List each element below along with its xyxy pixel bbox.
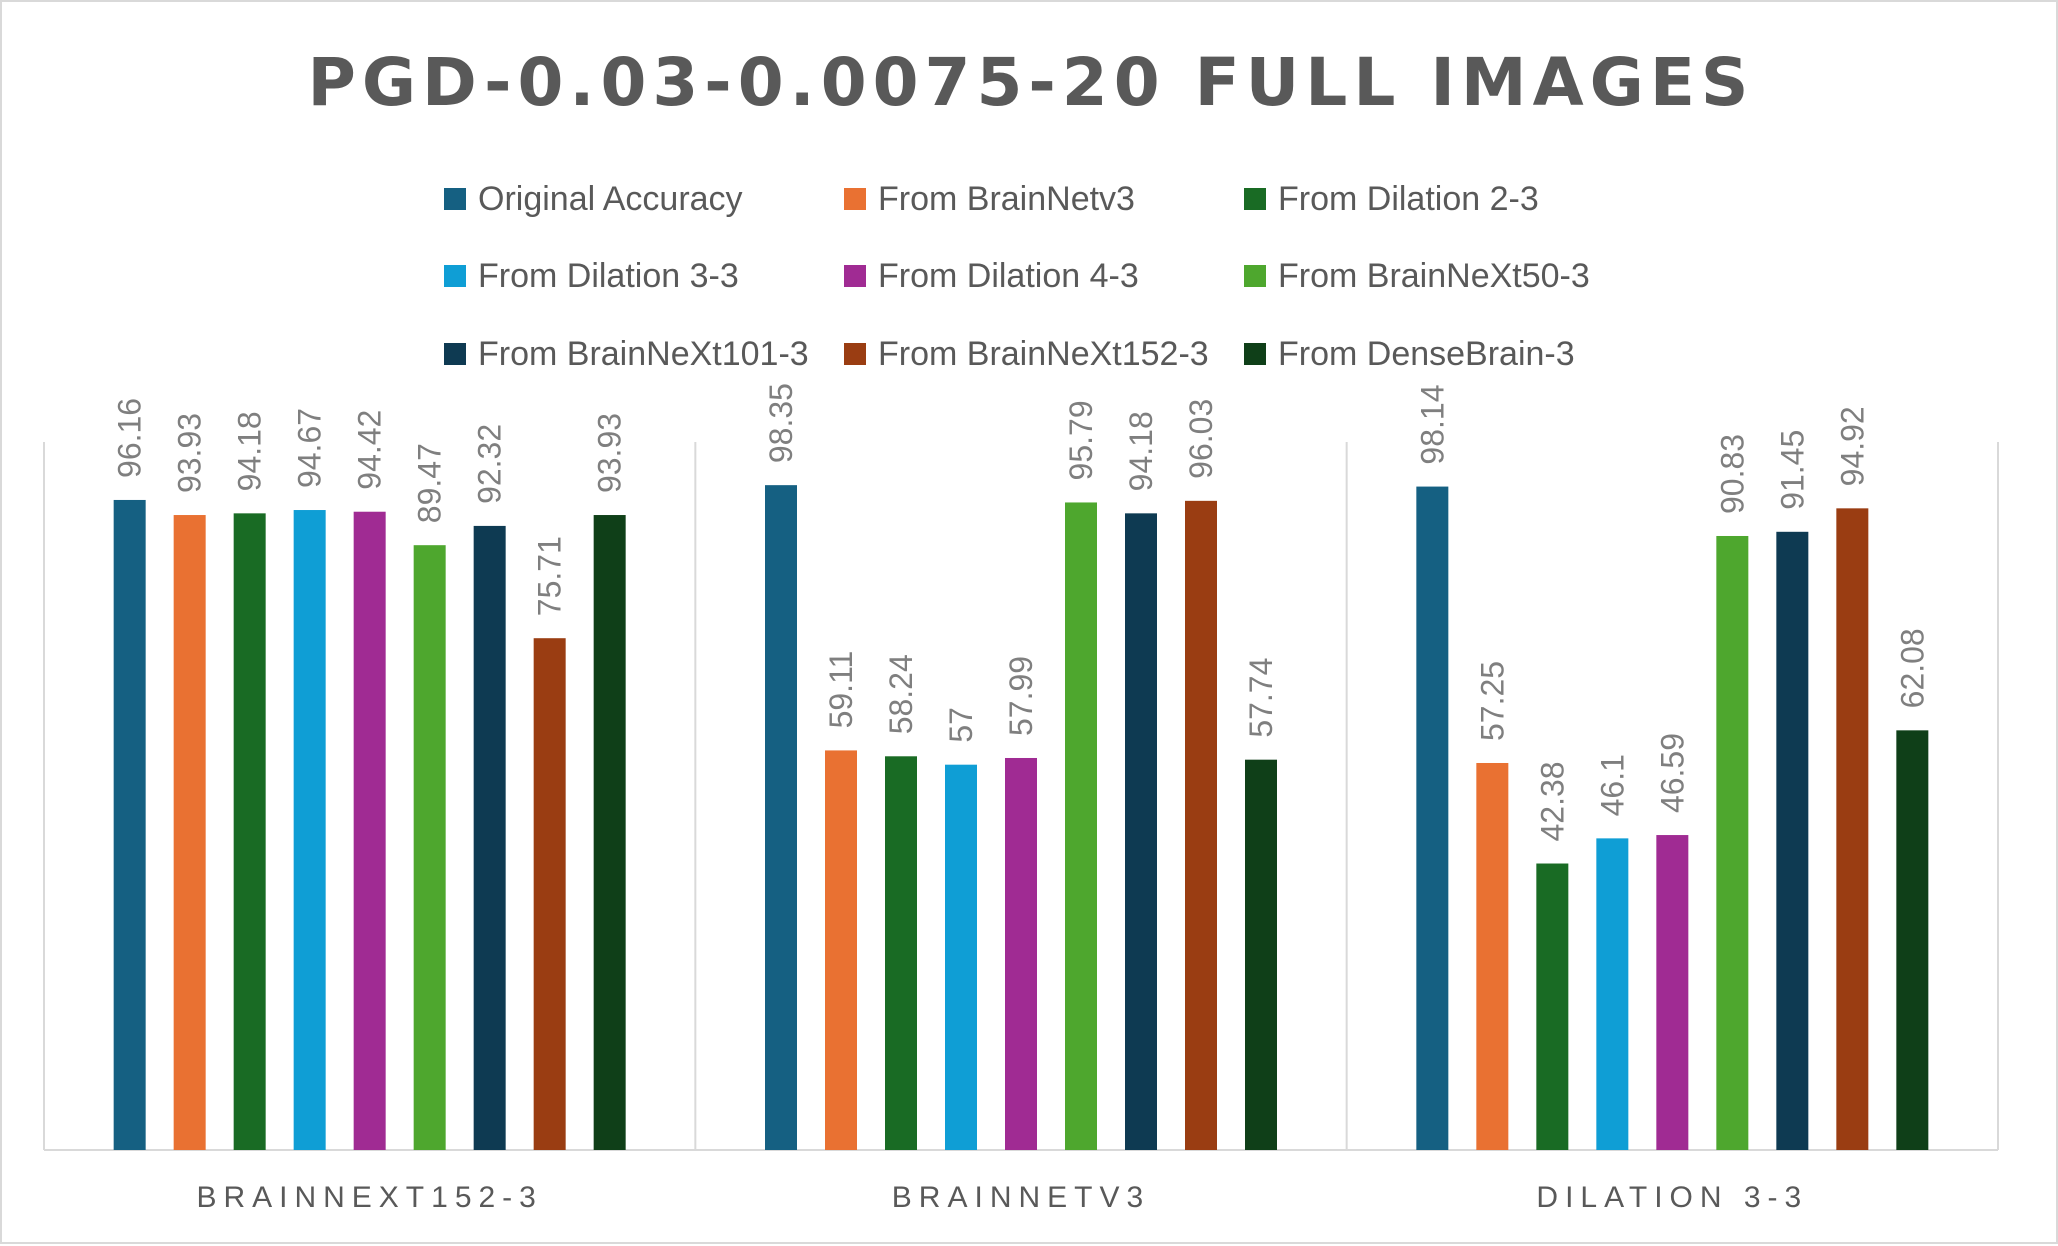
data-label: 93.93	[592, 413, 628, 493]
legend-item-from-brainnext152-3: From BrainNeXt152-3	[844, 329, 1209, 379]
legend-item-original-accuracy: Original Accuracy	[444, 174, 743, 224]
bar-from-brainnext152-3-brainnext152-3	[533, 638, 566, 1150]
data-label: 98.35	[763, 383, 799, 463]
bar-from-dilation-2-3-brainnetv3	[885, 756, 917, 1150]
data-label: 94.42	[352, 410, 388, 490]
data-label: 95.79	[1063, 400, 1099, 480]
data-label: 57	[943, 707, 979, 743]
bar-from-dilation-4-3-dilation-3-3	[1656, 835, 1689, 1150]
data-label: 90.83	[1714, 434, 1750, 514]
bar-from-dilation-3-3-brainnext152-3	[293, 510, 326, 1151]
data-label: 62.08	[1894, 628, 1930, 708]
bar-from-brainnext50-3-brainnext152-3	[413, 545, 446, 1150]
data-label: 96.03	[1183, 399, 1219, 479]
legend-label: From DenseBrain-3	[1278, 334, 1575, 373]
data-label: 58.24	[883, 654, 919, 734]
legend-swatch	[444, 343, 466, 365]
legend-swatch	[844, 188, 866, 210]
legend-item-from-dilation-3-3: From Dilation 3-3	[444, 251, 739, 301]
bar-from-brainnetv3-dilation-3-3	[1476, 762, 1509, 1150]
bar-from-brainnext152-3-brainnetv3	[1185, 500, 1217, 1151]
bar-from-dilation-4-3-brainnetv3	[1005, 757, 1037, 1150]
legend-swatch	[444, 265, 466, 287]
data-label: 98.14	[1414, 384, 1450, 464]
data-label: 59.11	[823, 651, 859, 729]
data-label: 93.93	[172, 413, 208, 493]
legend-swatch	[444, 188, 466, 210]
legend-item-from-brainnext50-3: From BrainNeXt50-3	[1244, 251, 1590, 301]
data-label: 94.18	[1123, 411, 1159, 491]
data-label: 96.16	[112, 398, 148, 478]
data-label: 46.1	[1594, 754, 1630, 816]
bar-from-densebrain-3-brainnetv3	[1245, 759, 1277, 1150]
legend-swatch	[844, 265, 866, 287]
legend-label: From Dilation 2-3	[1278, 179, 1539, 218]
bar-from-densebrain-3-dilation-3-3	[1896, 730, 1929, 1150]
bar-original-accuracy-brainnetv3	[765, 485, 797, 1150]
bar-from-brainnext50-3-brainnetv3	[1065, 502, 1097, 1150]
legend-label: From Dilation 3-3	[478, 256, 739, 295]
legend-item-from-brainnetv3: From BrainNetv3	[844, 174, 1135, 224]
legend-item-from-dilation-2-3: From Dilation 2-3	[1244, 174, 1539, 224]
bar-from-brainnext101-3-brainnext152-3	[473, 525, 506, 1150]
legend-label: From BrainNeXt101-3	[478, 334, 809, 373]
legend-swatch	[1244, 343, 1266, 365]
legend-item-from-brainnext101-3: From BrainNeXt101-3	[444, 329, 809, 379]
data-label: 57.99	[1003, 656, 1039, 736]
bar-from-brainnetv3-brainnetv3	[825, 750, 857, 1150]
data-label: 94.67	[292, 408, 328, 488]
legend-swatch	[1244, 265, 1266, 287]
legend-label: Original Accuracy	[478, 179, 743, 218]
legend-label: From Dilation 4-3	[878, 256, 1139, 295]
bar-original-accuracy-brainnext152-3	[113, 499, 146, 1151]
legend-label: From BrainNetv3	[878, 179, 1135, 218]
data-label: 57.25	[1474, 661, 1510, 741]
bar-from-brainnext152-3-dilation-3-3	[1836, 508, 1869, 1150]
category-label: BRAINNEXT152-3	[196, 1181, 542, 1214]
category-label: DILATION 3-3	[1536, 1181, 1808, 1214]
category-label: BRAINNETV3	[892, 1181, 1150, 1214]
legend-swatch	[1244, 188, 1266, 210]
legend-label: From BrainNeXt50-3	[1278, 256, 1590, 295]
data-label: 89.47	[412, 443, 448, 523]
bar-from-dilation-2-3-brainnext152-3	[233, 513, 266, 1150]
legend-item-from-densebrain-3: From DenseBrain-3	[1244, 329, 1575, 379]
legend: Original Accuracy From BrainNetv3 From Dil…	[444, 174, 1694, 394]
legend-label: From BrainNeXt152-3	[878, 334, 1209, 373]
bar-from-brainnext101-3-brainnetv3	[1125, 513, 1157, 1150]
bar-from-dilation-3-3-dilation-3-3	[1596, 838, 1629, 1150]
data-label: 91.45	[1774, 430, 1810, 510]
data-label: 75.71	[532, 536, 568, 616]
bar-from-dilation-4-3-brainnext152-3	[353, 511, 386, 1150]
chart-title: PGD-0.03-0.0075-20 FULL IMAGES	[307, 44, 1755, 121]
bar-from-brainnext50-3-dilation-3-3	[1716, 535, 1749, 1150]
data-label: 92.32	[472, 424, 508, 504]
bar-from-brainnext101-3-dilation-3-3	[1776, 531, 1809, 1150]
legend-swatch	[844, 343, 866, 365]
data-label: 94.92	[1834, 406, 1870, 486]
data-label: 46.59	[1654, 733, 1690, 813]
data-label: 42.38	[1534, 761, 1570, 841]
bar-from-densebrain-3-brainnext152-3	[593, 515, 626, 1150]
bar-from-dilation-2-3-dilation-3-3	[1536, 863, 1569, 1150]
bar-from-brainnetv3-brainnext152-3	[173, 515, 206, 1150]
bar-original-accuracy-dilation-3-3	[1416, 486, 1449, 1150]
data-label: 94.18	[232, 411, 268, 491]
bar-from-dilation-3-3-brainnetv3	[945, 764, 977, 1150]
legend-item-from-dilation-4-3: From Dilation 4-3	[844, 251, 1139, 301]
data-label: 57.74	[1243, 658, 1279, 738]
